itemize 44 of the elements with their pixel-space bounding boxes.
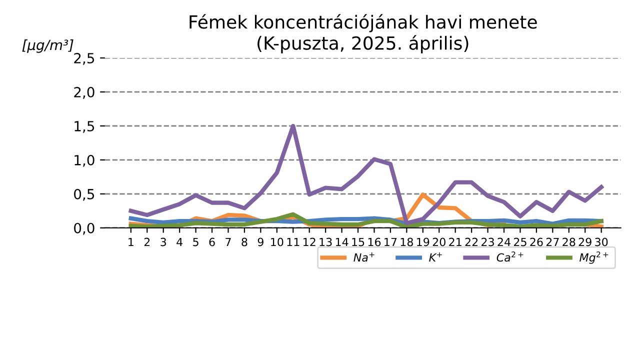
x-tick-label: 27 bbox=[546, 238, 559, 246]
x-tick-label: 4 bbox=[176, 238, 182, 246]
x-tick-label: 10 bbox=[271, 238, 284, 246]
legend-label: Na$^{+}$ bbox=[354, 252, 374, 262]
x-tick-label: 30 bbox=[595, 238, 608, 246]
x-tick-label: 25 bbox=[514, 238, 526, 246]
y-tick-label: 2,0 bbox=[74, 86, 94, 99]
x-tick-label: 21 bbox=[449, 238, 462, 246]
y-tick-label: 1,5 bbox=[74, 121, 94, 133]
legend-label: K$^{+}$ bbox=[429, 252, 442, 262]
x-tick-label: 17 bbox=[384, 238, 397, 246]
y-tick-label: 0,0 bbox=[74, 222, 94, 235]
chart-title: Fémek koncentrációjának havi menete (K-puszta, 2025. április) bbox=[190, 14, 537, 54]
y-tick-label: 1,0 bbox=[74, 154, 94, 167]
legend-label: Mg$^{2+}$ bbox=[580, 251, 608, 264]
x-tick-label: 7 bbox=[226, 238, 231, 246]
x-tick-label: 19 bbox=[417, 238, 430, 246]
legend-label: Ca$^{2+}$ bbox=[496, 251, 524, 262]
x-tick-label: 14 bbox=[336, 238, 348, 246]
x-tick-label: 23 bbox=[482, 238, 494, 246]
x-tick-label: 1 bbox=[128, 238, 134, 246]
y-axis-title: [μg/m³] bbox=[22, 39, 74, 53]
x-tick-label: 22 bbox=[465, 238, 478, 246]
x-tick-label: 15 bbox=[352, 238, 364, 246]
x-tick-label: 24 bbox=[498, 238, 510, 246]
x-tick-label: 26 bbox=[530, 238, 543, 246]
x-tick-label: 28 bbox=[562, 238, 576, 246]
x-tick-label: 5 bbox=[193, 238, 198, 246]
x-tick-label: 6 bbox=[209, 238, 215, 246]
x-tick-label: 12 bbox=[304, 238, 316, 246]
line-series bbox=[128, 212, 604, 228]
y-tick-label: 0,5 bbox=[74, 188, 94, 201]
x-tick-label: 2 bbox=[144, 238, 150, 246]
line-series bbox=[128, 124, 604, 226]
x-tick-label: 16 bbox=[368, 238, 381, 246]
y-tick-label: 2,5 bbox=[74, 52, 94, 65]
x-tick-label: 18 bbox=[400, 238, 413, 246]
x-tick-label: 8 bbox=[242, 238, 248, 246]
x-tick-label: 9 bbox=[258, 238, 264, 246]
x-tick-label: 29 bbox=[578, 238, 592, 246]
x-tick-label: 11 bbox=[287, 238, 300, 246]
x-tick-label: 20 bbox=[432, 238, 446, 246]
x-tick-label: 13 bbox=[320, 238, 332, 246]
x-tick-label: 3 bbox=[160, 238, 166, 246]
